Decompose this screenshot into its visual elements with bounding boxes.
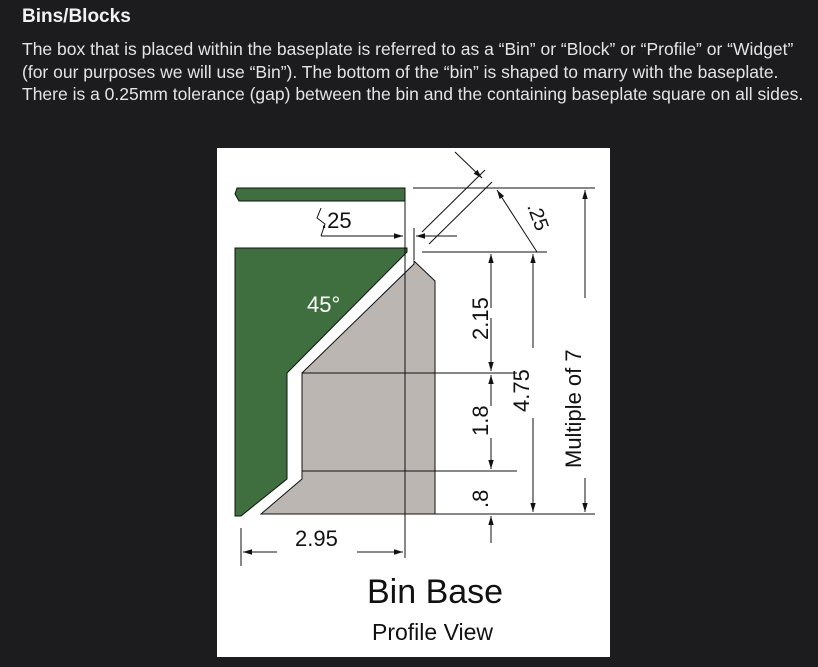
- label-angle: 45°: [307, 292, 340, 317]
- section-paragraph: The box that is placed within the basepl…: [22, 39, 804, 104]
- break-mark-top: [316, 207, 326, 237]
- diag-arrow-b: [496, 189, 538, 253]
- label-height-multiple: Multiple of 7: [561, 349, 586, 468]
- diag-ext-2: [428, 181, 493, 245]
- label-height-upper: 2.15: [468, 297, 493, 340]
- baseplate-profile: [234, 247, 408, 517]
- label-gap-diag: .25: [522, 200, 552, 234]
- diag-arrow-a: [454, 151, 483, 179]
- label-height-total: 4.75: [509, 369, 534, 412]
- diagram-subtitle: Profile View: [372, 619, 493, 645]
- bin-profile: [259, 259, 436, 515]
- diagram-title: Bin Base: [367, 573, 503, 611]
- diag-ext-1: [421, 169, 486, 233]
- label-height-lower: .8: [468, 490, 493, 508]
- section-heading: Bins/Blocks: [22, 6, 131, 27]
- bin-base-profile-diagram: .25 .25 45° 2.15 1.8 .8 4.75 Multiple of…: [217, 148, 610, 657]
- label-height-mid: 1.8: [468, 405, 493, 436]
- label-width-bottom: 2.95: [295, 526, 338, 551]
- label-gap-top: .25: [321, 208, 352, 233]
- baseplate-top-lip: [234, 187, 406, 202]
